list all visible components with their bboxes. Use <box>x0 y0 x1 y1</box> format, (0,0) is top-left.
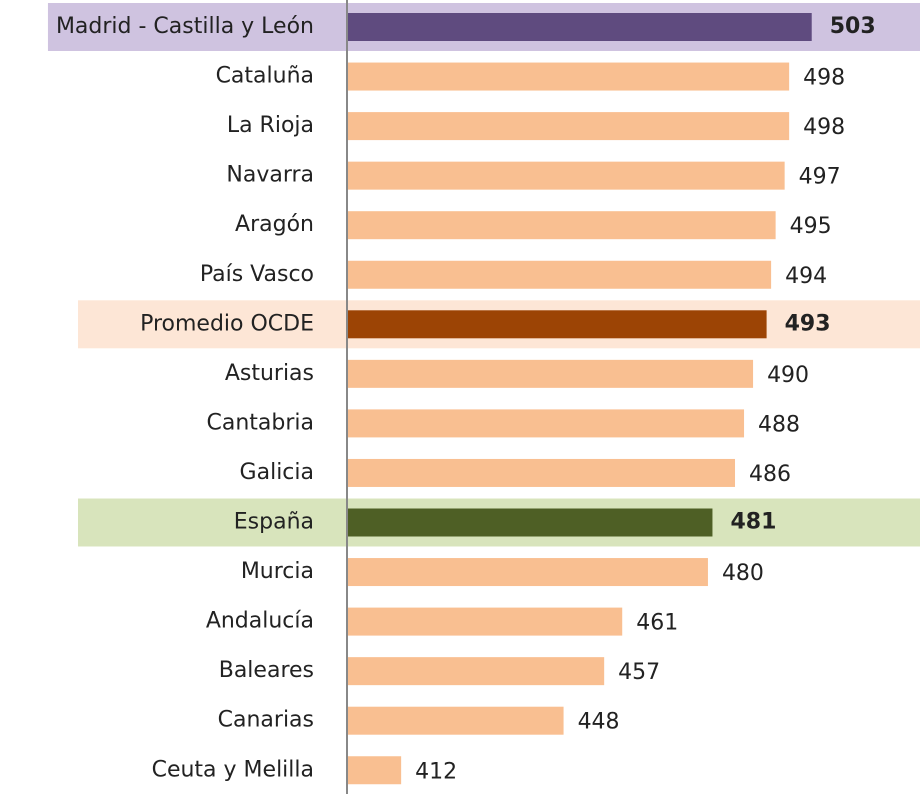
value-label: 490 <box>767 363 809 388</box>
category-label: Canarias <box>218 708 314 733</box>
bar <box>347 310 767 339</box>
bar <box>347 756 402 785</box>
category-label: Asturias <box>225 361 314 386</box>
value-label: 457 <box>618 660 660 685</box>
category-label: Galicia <box>240 460 314 485</box>
bar <box>347 706 564 735</box>
bar <box>347 13 812 41</box>
bar <box>347 260 772 289</box>
value-label: 494 <box>785 264 827 289</box>
value-label: 481 <box>730 510 776 535</box>
value-label: 493 <box>785 311 831 336</box>
category-label: Promedio OCDE <box>140 311 314 336</box>
category-label: Madrid - Castilla y León <box>56 14 314 39</box>
category-label: Andalucía <box>206 609 314 634</box>
category-label: País Vasco <box>200 262 314 287</box>
category-label: Cataluña <box>216 64 314 89</box>
category-label: La Rioja <box>227 113 314 138</box>
category-label: Cantabria <box>207 410 315 435</box>
value-label: 461 <box>636 611 678 636</box>
bar <box>347 211 776 240</box>
bar <box>347 112 790 141</box>
category-label: Murcia <box>241 559 314 584</box>
value-label: 503 <box>830 14 876 39</box>
bar <box>347 62 790 91</box>
bar <box>347 508 713 537</box>
bar <box>347 657 605 686</box>
category-label: Ceuta y Melilla <box>152 757 314 782</box>
value-label: 497 <box>799 165 841 190</box>
bar <box>347 409 745 438</box>
bar <box>347 161 785 190</box>
value-label: 412 <box>415 759 457 784</box>
bar <box>347 558 708 587</box>
category-label: Baleares <box>219 658 314 683</box>
category-label: Aragón <box>235 212 314 237</box>
category-label: Navarra <box>226 163 314 188</box>
bar <box>347 607 623 636</box>
value-label: 448 <box>578 710 620 735</box>
value-label: 486 <box>749 462 791 487</box>
value-label: 498 <box>803 66 845 91</box>
value-label: 498 <box>803 115 845 140</box>
category-label: España <box>234 510 314 535</box>
bar <box>347 359 754 388</box>
value-label: 480 <box>722 561 764 586</box>
value-label: 488 <box>758 412 800 437</box>
value-label: 495 <box>790 214 832 239</box>
bar <box>347 458 736 487</box>
